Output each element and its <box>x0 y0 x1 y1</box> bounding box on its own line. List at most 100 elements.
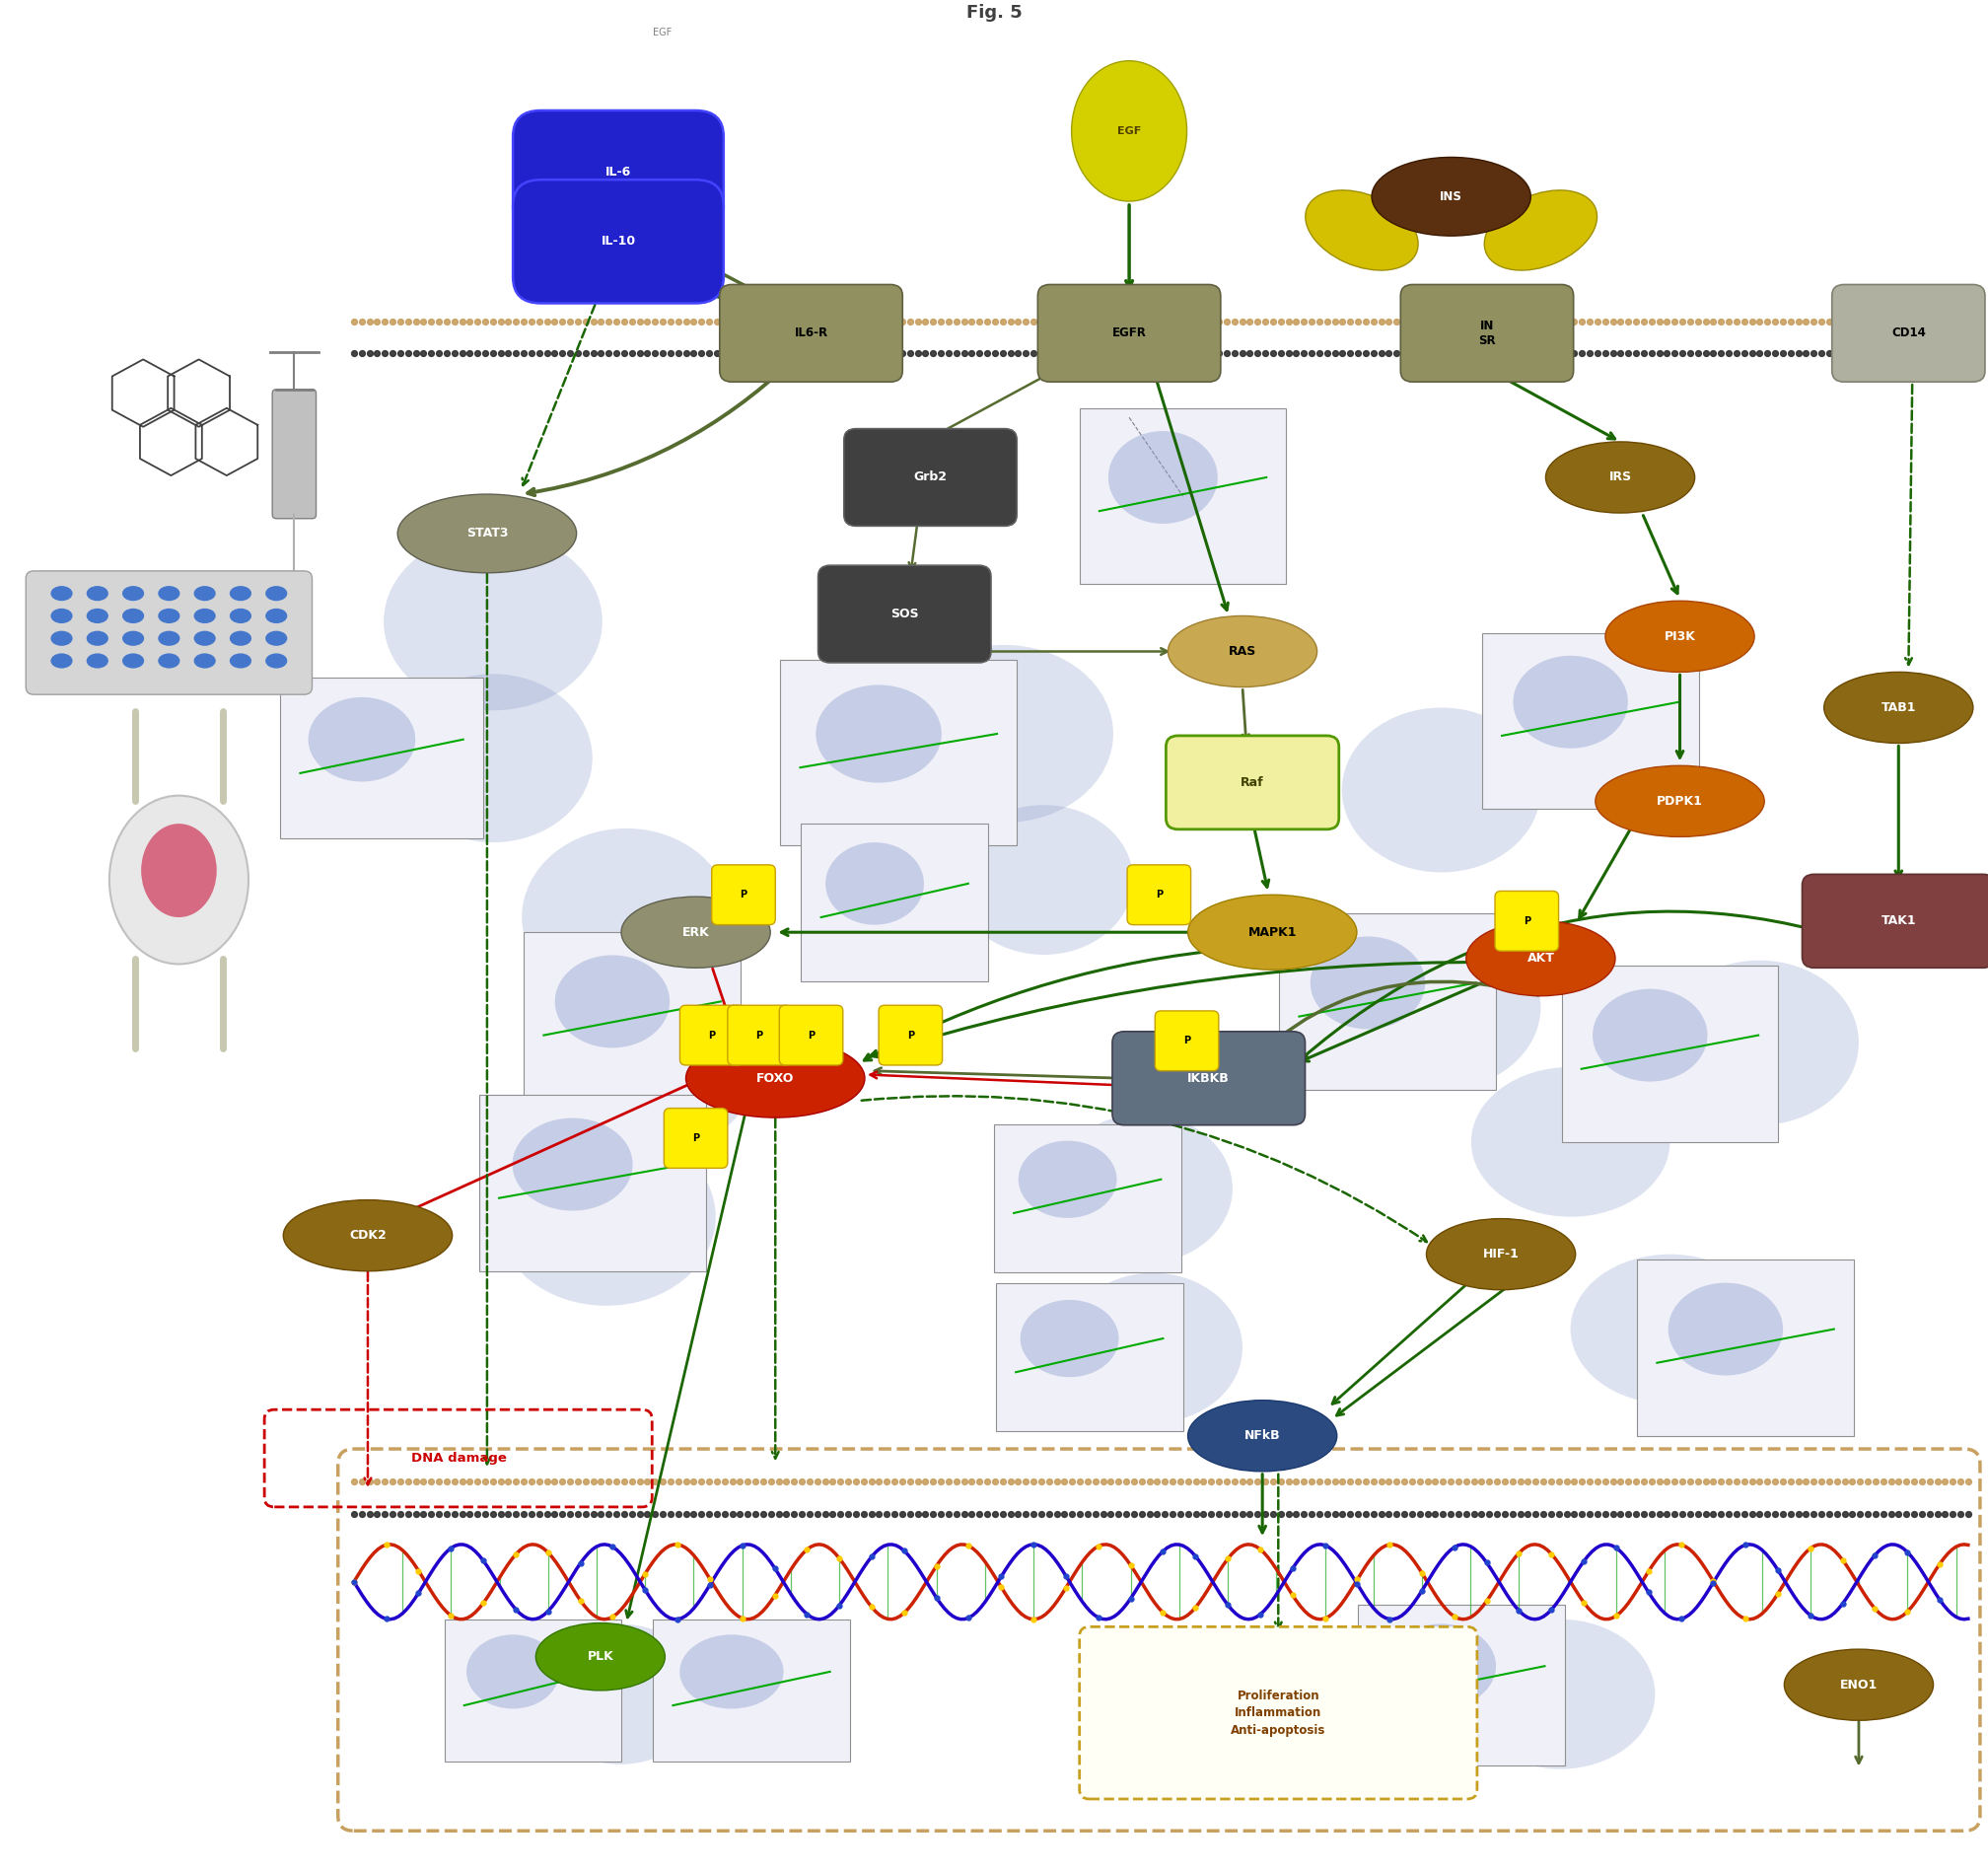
Ellipse shape <box>87 586 109 601</box>
Text: TAB1: TAB1 <box>1881 702 1916 713</box>
FancyBboxPatch shape <box>513 110 724 234</box>
Ellipse shape <box>394 674 592 842</box>
FancyBboxPatch shape <box>1358 1604 1565 1765</box>
FancyBboxPatch shape <box>1165 736 1340 829</box>
Ellipse shape <box>620 897 769 968</box>
FancyBboxPatch shape <box>1113 1031 1304 1125</box>
Text: O: O <box>272 423 278 432</box>
Text: TAK1: TAK1 <box>1881 915 1916 927</box>
Text: RAS: RAS <box>1229 646 1256 657</box>
Ellipse shape <box>954 805 1133 955</box>
Ellipse shape <box>1310 936 1425 1030</box>
Ellipse shape <box>229 653 250 668</box>
FancyBboxPatch shape <box>819 565 992 663</box>
Ellipse shape <box>123 653 143 668</box>
Ellipse shape <box>1668 1282 1783 1376</box>
FancyBboxPatch shape <box>280 678 483 839</box>
Ellipse shape <box>1372 157 1531 236</box>
Ellipse shape <box>1513 655 1628 749</box>
Text: ENO1: ENO1 <box>1841 1679 1877 1690</box>
Ellipse shape <box>537 979 755 1155</box>
Ellipse shape <box>1660 960 1859 1125</box>
Ellipse shape <box>87 608 109 623</box>
Text: PLK: PLK <box>586 1651 614 1662</box>
Ellipse shape <box>229 608 250 623</box>
Ellipse shape <box>229 631 250 646</box>
Ellipse shape <box>521 827 732 1007</box>
FancyBboxPatch shape <box>1801 874 1988 968</box>
Ellipse shape <box>815 685 942 782</box>
FancyBboxPatch shape <box>879 1005 942 1065</box>
Text: CD14: CD14 <box>1891 328 1926 339</box>
Ellipse shape <box>264 608 286 623</box>
Text: P: P <box>1523 915 1531 927</box>
FancyBboxPatch shape <box>712 865 775 925</box>
Ellipse shape <box>1785 1649 1932 1720</box>
Ellipse shape <box>52 631 74 646</box>
Ellipse shape <box>195 653 215 668</box>
Ellipse shape <box>1594 766 1765 837</box>
Ellipse shape <box>1592 988 1708 1082</box>
Ellipse shape <box>195 631 215 646</box>
Ellipse shape <box>109 796 248 964</box>
Ellipse shape <box>1306 191 1417 270</box>
FancyBboxPatch shape <box>1155 1011 1219 1071</box>
Ellipse shape <box>157 608 179 623</box>
FancyBboxPatch shape <box>801 824 988 981</box>
Text: Grb2: Grb2 <box>914 472 946 483</box>
Text: Proliferation
Inflammation
Anti-apoptosis: Proliferation Inflammation Anti-apoptosi… <box>1231 1689 1326 1737</box>
Ellipse shape <box>1054 1114 1233 1264</box>
Ellipse shape <box>157 631 179 646</box>
Ellipse shape <box>398 494 577 573</box>
Text: IN
SR: IN SR <box>1479 320 1495 346</box>
Ellipse shape <box>1187 895 1356 970</box>
Ellipse shape <box>52 608 74 623</box>
Ellipse shape <box>87 631 109 646</box>
Text: STAT3: STAT3 <box>465 528 509 539</box>
Text: O: O <box>272 446 278 455</box>
Ellipse shape <box>384 534 602 711</box>
Text: P: P <box>1183 1035 1191 1046</box>
Ellipse shape <box>1606 601 1753 672</box>
Ellipse shape <box>535 1623 704 1763</box>
Ellipse shape <box>825 842 924 925</box>
Text: IL6-R: IL6-R <box>795 328 827 339</box>
Text: P: P <box>755 1030 763 1041</box>
Ellipse shape <box>1571 1254 1769 1404</box>
FancyBboxPatch shape <box>513 180 724 303</box>
Ellipse shape <box>157 653 179 668</box>
Text: P: P <box>708 1030 716 1041</box>
Ellipse shape <box>1386 1623 1495 1709</box>
Text: FOXO: FOXO <box>755 1073 795 1084</box>
Text: HIF-1: HIF-1 <box>1483 1249 1519 1260</box>
Ellipse shape <box>123 586 143 601</box>
Text: CDK2: CDK2 <box>350 1230 386 1241</box>
Text: P: P <box>907 1030 914 1041</box>
Ellipse shape <box>157 586 179 601</box>
Ellipse shape <box>123 631 143 646</box>
Ellipse shape <box>1825 672 1972 743</box>
Text: EGFR: EGFR <box>1111 328 1147 339</box>
FancyBboxPatch shape <box>272 389 316 519</box>
Ellipse shape <box>195 608 215 623</box>
Text: Fig. 5: Fig. 5 <box>966 4 1022 21</box>
FancyBboxPatch shape <box>1278 914 1495 1090</box>
Text: ERK: ERK <box>682 927 710 938</box>
Ellipse shape <box>264 653 286 668</box>
Text: PDPK1: PDPK1 <box>1656 796 1704 807</box>
Ellipse shape <box>308 696 415 782</box>
FancyBboxPatch shape <box>1563 966 1777 1142</box>
Ellipse shape <box>1342 925 1541 1090</box>
Text: P: P <box>1155 889 1163 900</box>
FancyBboxPatch shape <box>720 285 903 382</box>
Ellipse shape <box>1169 616 1316 687</box>
Ellipse shape <box>1471 1067 1670 1217</box>
Ellipse shape <box>123 608 143 623</box>
Ellipse shape <box>282 1200 451 1271</box>
Ellipse shape <box>497 1127 716 1307</box>
FancyBboxPatch shape <box>664 1108 728 1168</box>
Ellipse shape <box>1018 1140 1117 1219</box>
Ellipse shape <box>1547 442 1694 513</box>
Text: EGF: EGF <box>1117 125 1141 137</box>
FancyBboxPatch shape <box>680 1005 744 1065</box>
